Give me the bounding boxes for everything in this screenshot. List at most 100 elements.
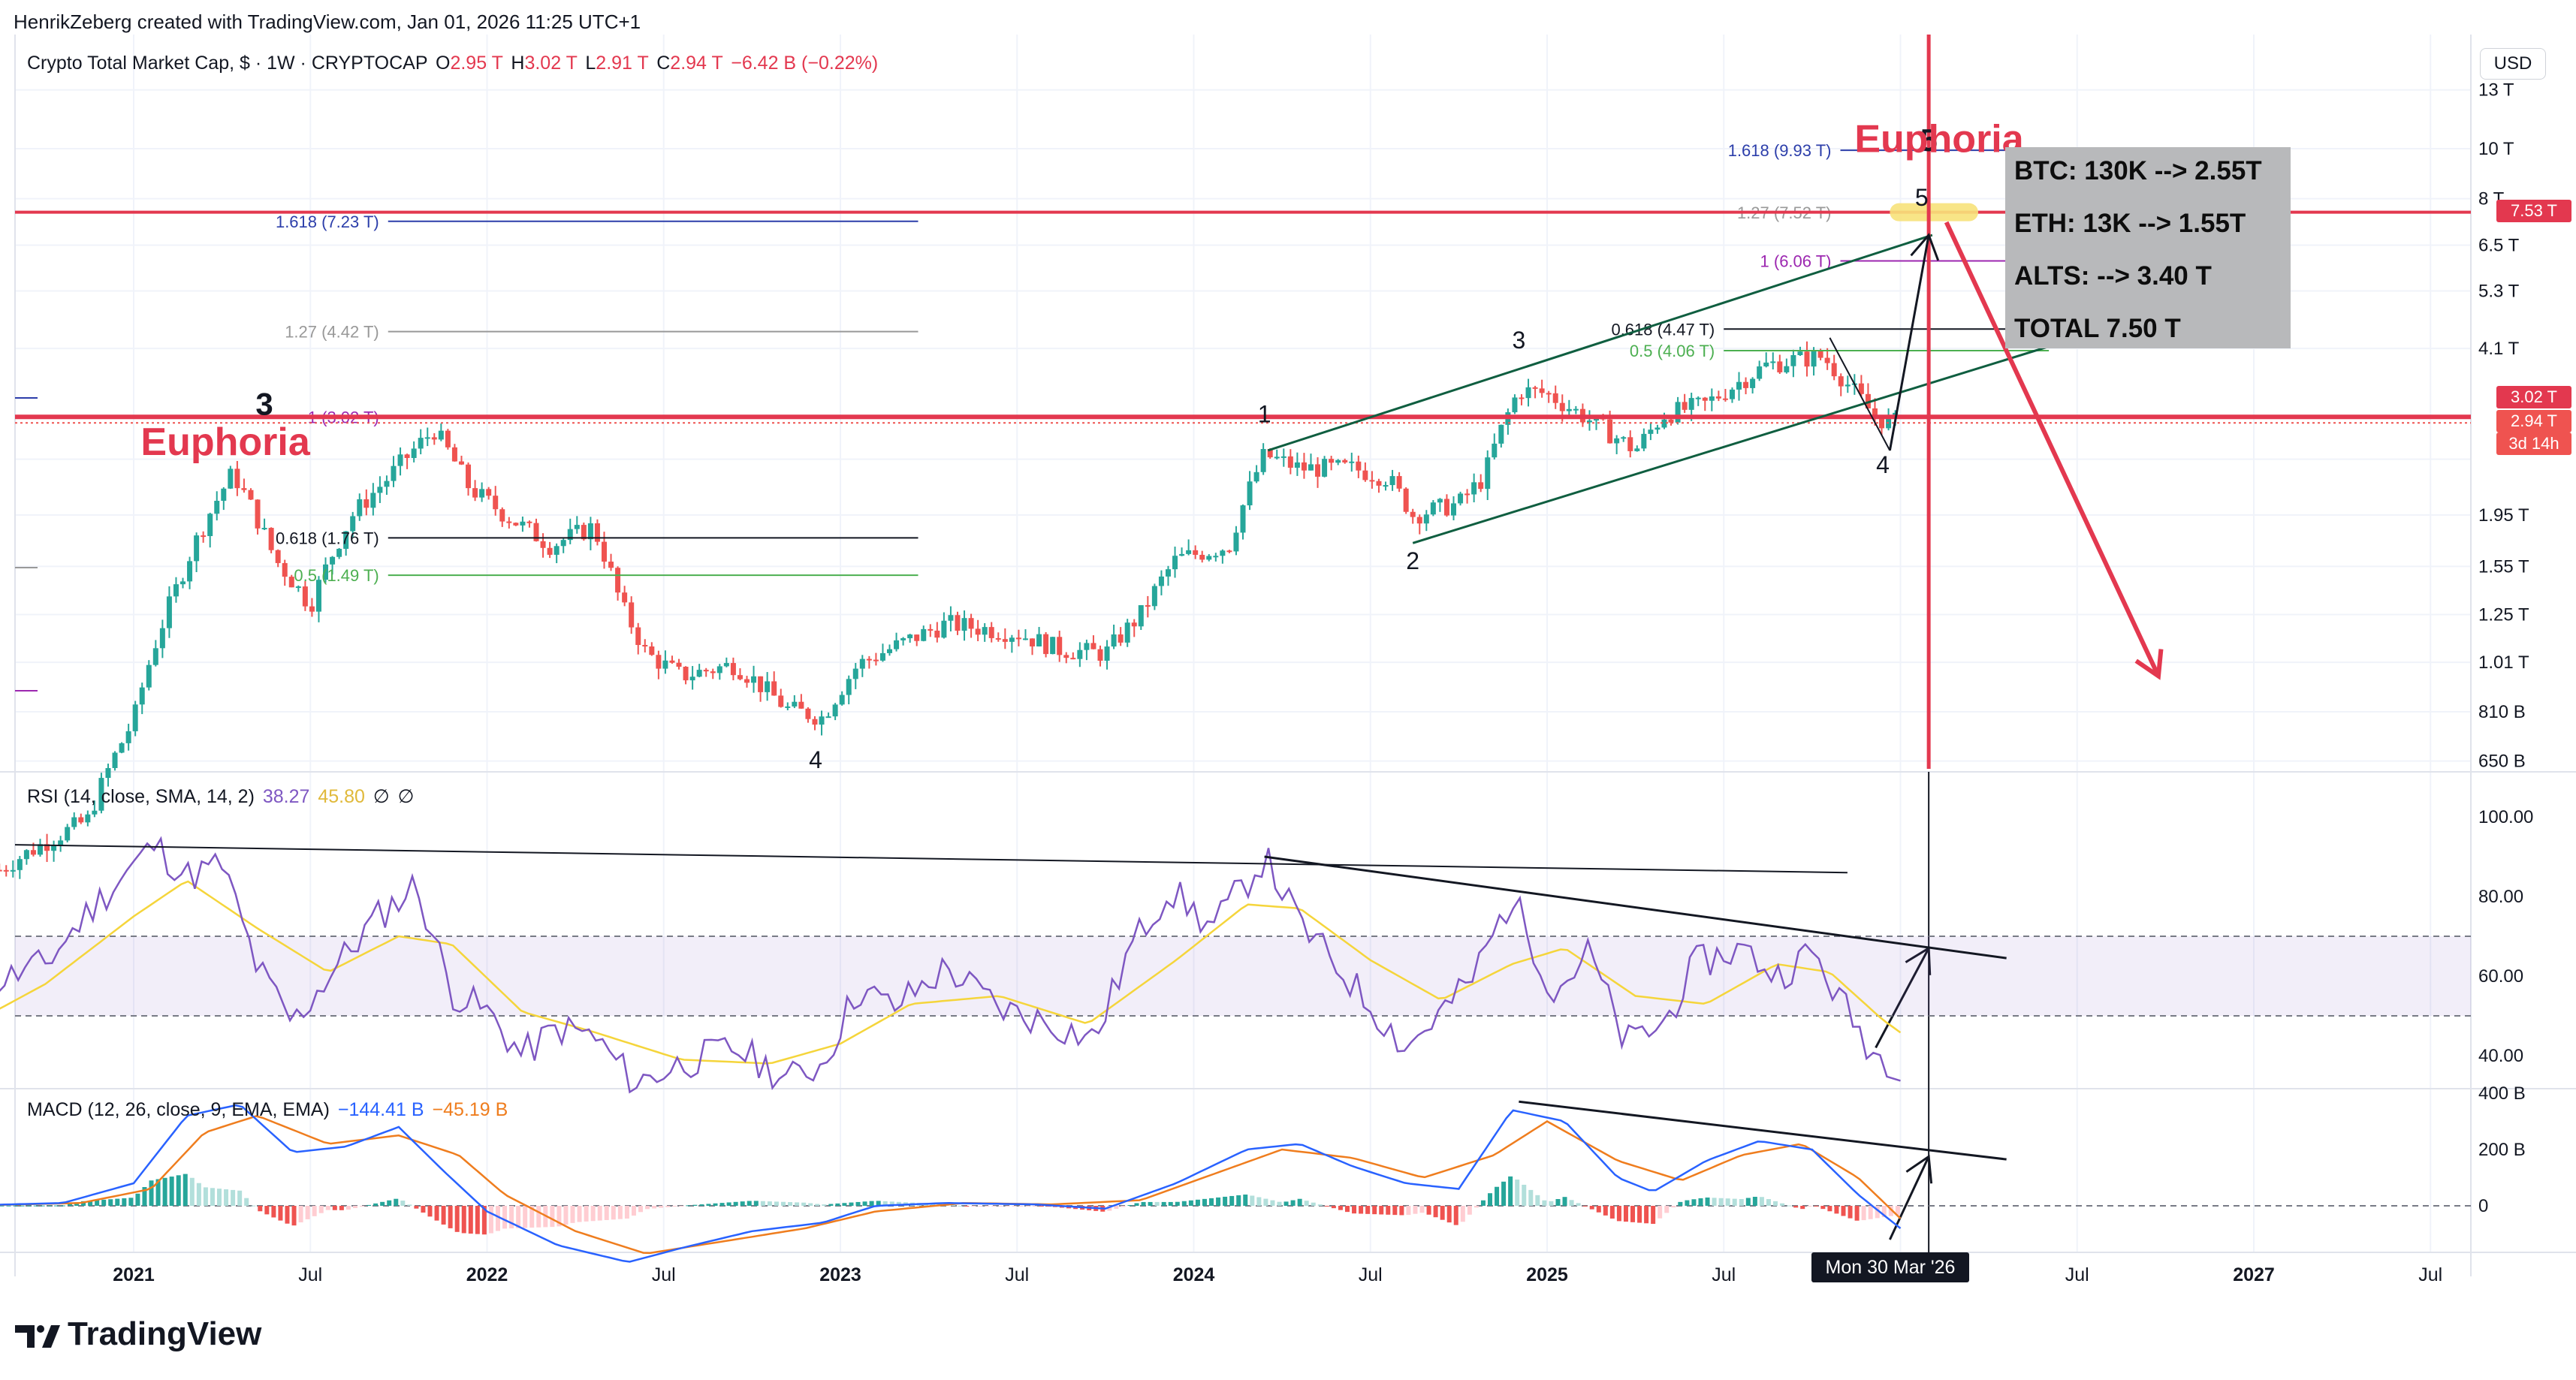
macd-histogram-bar — [638, 1206, 643, 1213]
candle — [166, 586, 172, 638]
macd-histogram-bar — [1304, 1201, 1309, 1206]
candle — [1736, 372, 1742, 401]
currency-button[interactable]: USD — [2480, 48, 2546, 80]
macd-histogram-bar — [1718, 1198, 1724, 1206]
candle-body — [1539, 388, 1545, 393]
macd-label: MACD (12, 26, close, 9, EMA, EMA) — [27, 1099, 330, 1120]
candle — [689, 666, 695, 690]
candle-body — [3, 869, 9, 872]
macd-histogram-bar — [1582, 1206, 1588, 1207]
candle — [194, 532, 200, 572]
rsi-extra-2: ∅ — [397, 786, 415, 807]
candle — [1838, 373, 1844, 396]
candle-body — [1104, 646, 1110, 661]
price-axis-tick: 650 B — [2478, 752, 2526, 772]
candle — [330, 556, 336, 575]
candle — [1070, 652, 1076, 660]
candle — [51, 840, 57, 862]
candle-body — [1824, 357, 1830, 363]
price-tag-countdown: 3d 14h — [2496, 432, 2571, 455]
candle-body — [1226, 550, 1232, 553]
macd-histogram-bar — [590, 1206, 596, 1222]
candle-body — [1349, 461, 1355, 463]
candle-body — [1220, 550, 1226, 556]
candle — [995, 632, 1001, 642]
candle — [105, 764, 111, 787]
candle-body — [357, 499, 363, 517]
candle — [1356, 455, 1362, 478]
macd-histogram-bar — [1562, 1197, 1567, 1206]
candle-body — [1335, 459, 1341, 463]
macd-histogram-bar — [1841, 1206, 1846, 1216]
candle-body — [723, 663, 729, 667]
candle-body — [785, 706, 791, 708]
macd-histogram-bar — [1712, 1198, 1717, 1206]
macd-histogram-bar — [665, 1206, 671, 1207]
candle-body — [112, 752, 118, 768]
chart-credit: HenrikZeberg created with TradingView.co… — [14, 11, 641, 33]
macd-histogram-bar — [122, 1198, 127, 1206]
candle-body — [1722, 398, 1728, 400]
candle — [1186, 539, 1192, 556]
candle — [662, 650, 668, 674]
candle-body — [1151, 586, 1157, 607]
macd-histogram-bar — [958, 1205, 963, 1207]
candle-body — [601, 541, 607, 562]
candle-body — [581, 525, 587, 540]
candle-body — [1131, 622, 1137, 627]
macd-histogram-bar — [149, 1180, 154, 1206]
candle — [1757, 360, 1763, 381]
macd-histogram-bar — [332, 1206, 337, 1210]
macd-histogram-bar — [441, 1206, 446, 1225]
macd-histogram-bar — [318, 1206, 324, 1213]
candle-body — [132, 704, 138, 731]
macd-histogram-bar — [264, 1206, 270, 1215]
candle — [384, 475, 390, 496]
candle-body — [1124, 622, 1130, 643]
candle-body — [975, 628, 981, 635]
candle-body — [1512, 397, 1518, 413]
candle-body — [594, 523, 600, 542]
macd-legend: MACD (12, 26, close, 9, EMA, EMA) −144.4… — [27, 1099, 508, 1121]
macd-histogram-bar — [1888, 1206, 1893, 1216]
macd-histogram-bar — [495, 1206, 500, 1231]
macd-histogram-bar — [1005, 1206, 1010, 1207]
candle-body — [1315, 464, 1321, 477]
macd-histogram-bar — [869, 1201, 874, 1206]
candle-body — [180, 581, 186, 585]
candle-body — [649, 646, 655, 655]
candle — [1498, 424, 1504, 448]
candle-body — [152, 648, 158, 665]
macd-histogram-bar — [1018, 1206, 1024, 1207]
candle-body — [744, 679, 750, 683]
macd-histogram-bar — [325, 1206, 330, 1210]
wave5-arrow — [1888, 234, 1930, 451]
candle — [567, 518, 573, 544]
candle-body — [506, 521, 512, 523]
price-tag-target: 7.53 T — [2496, 200, 2571, 222]
macd-histogram-bar — [1555, 1199, 1561, 1206]
macd-histogram-bar — [985, 1206, 990, 1207]
candle-body — [1817, 351, 1823, 358]
macd-histogram-bar — [217, 1189, 222, 1206]
candle-body — [982, 627, 988, 635]
candle-body — [1396, 476, 1402, 489]
macd-histogram-bar — [726, 1202, 731, 1206]
price-axis-tick: 5.3 T — [2478, 281, 2520, 301]
macd-histogram-bar — [1331, 1206, 1336, 1209]
macd-histogram-bar — [760, 1201, 765, 1206]
macd-histogram-bar — [855, 1201, 861, 1206]
candle — [988, 622, 994, 643]
macd-histogram-bar — [1549, 1201, 1554, 1206]
macd-histogram-bar — [1223, 1196, 1228, 1206]
macd-histogram-bar — [461, 1206, 466, 1234]
candle-body — [1233, 532, 1239, 552]
macd-histogram-bar — [407, 1204, 412, 1206]
candle-body — [1179, 553, 1185, 556]
candle — [323, 557, 329, 583]
candle-body — [1627, 437, 1633, 451]
macd-histogram-bar — [135, 1193, 140, 1206]
candle — [751, 665, 757, 693]
macd-histogram-bar — [1745, 1198, 1751, 1206]
